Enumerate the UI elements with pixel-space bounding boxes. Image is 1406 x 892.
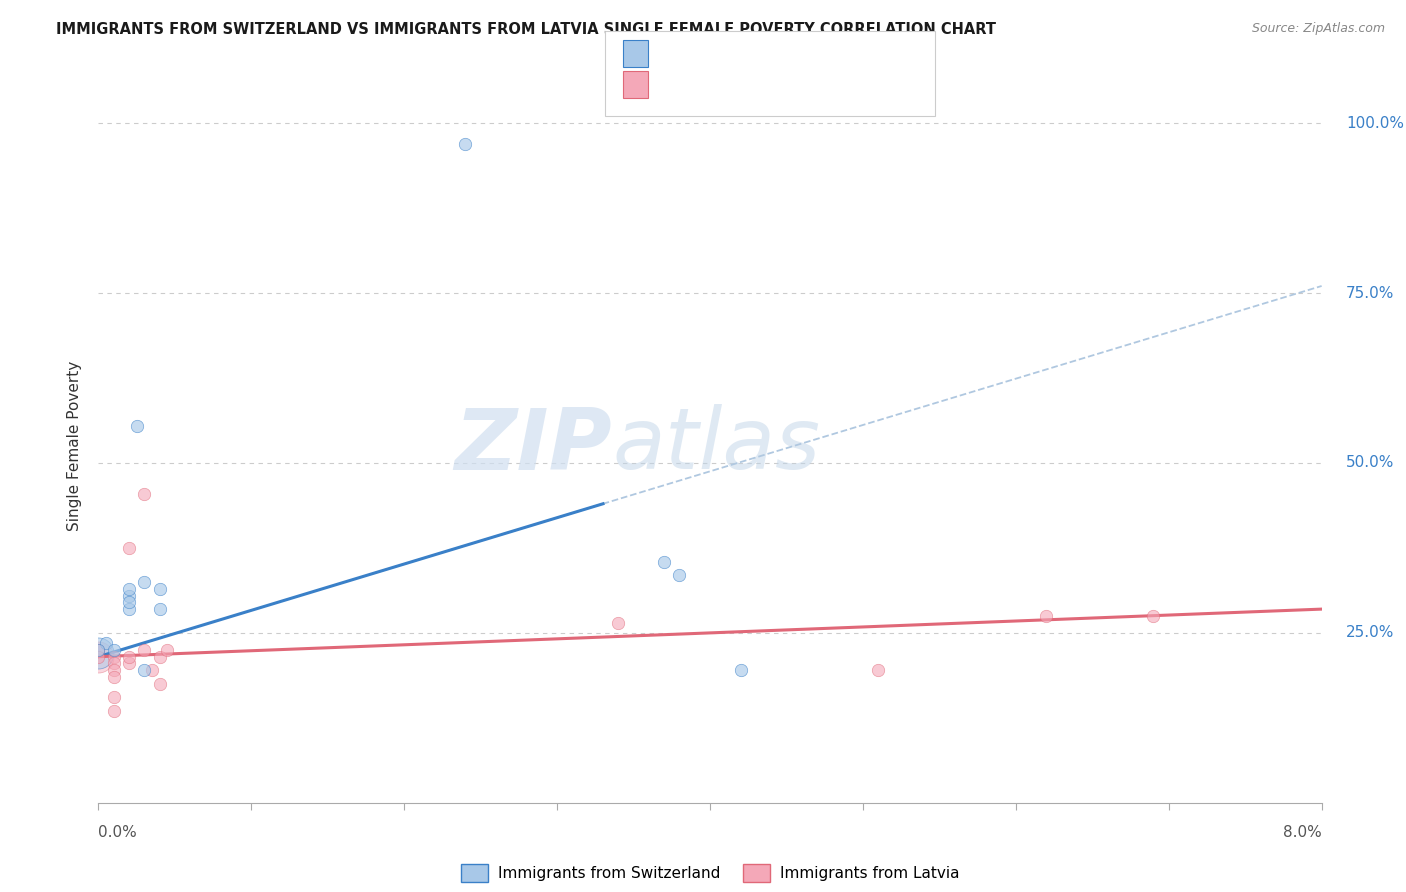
Point bbox=[87, 643, 110, 657]
Point bbox=[118, 649, 141, 664]
Text: 50.0%: 50.0% bbox=[1346, 456, 1395, 470]
Point bbox=[118, 595, 141, 609]
Point bbox=[103, 649, 125, 664]
Text: ZIP: ZIP bbox=[454, 404, 612, 488]
Point bbox=[149, 602, 172, 616]
Point bbox=[103, 670, 125, 684]
Point bbox=[134, 643, 156, 657]
Text: Source: ZipAtlas.com: Source: ZipAtlas.com bbox=[1251, 22, 1385, 36]
Point bbox=[134, 663, 156, 677]
Point bbox=[94, 636, 117, 650]
Point bbox=[103, 663, 125, 677]
Point bbox=[1142, 608, 1164, 623]
Point bbox=[141, 663, 163, 677]
Point bbox=[103, 690, 125, 705]
Point bbox=[87, 649, 110, 664]
Point bbox=[87, 643, 110, 657]
Text: 0.314: 0.314 bbox=[696, 45, 748, 62]
Text: 100.0%: 100.0% bbox=[1346, 116, 1405, 131]
Point bbox=[118, 589, 141, 603]
Y-axis label: Single Female Poverty: Single Female Poverty bbox=[67, 361, 83, 531]
Text: 16: 16 bbox=[792, 45, 814, 62]
Point bbox=[149, 649, 172, 664]
Point bbox=[730, 663, 752, 677]
Text: 0.0%: 0.0% bbox=[98, 825, 138, 840]
Point bbox=[156, 643, 179, 657]
Text: 75.0%: 75.0% bbox=[1346, 285, 1395, 301]
Point bbox=[149, 677, 172, 691]
Point bbox=[87, 649, 110, 664]
Text: atlas: atlas bbox=[612, 404, 820, 488]
Point bbox=[868, 663, 890, 677]
Legend: Immigrants from Switzerland, Immigrants from Latvia: Immigrants from Switzerland, Immigrants … bbox=[456, 858, 965, 888]
Point bbox=[652, 555, 675, 569]
Point bbox=[454, 136, 477, 151]
Point bbox=[1035, 608, 1057, 623]
Point bbox=[87, 646, 110, 660]
Point bbox=[118, 541, 141, 555]
Text: N =: N = bbox=[752, 76, 789, 94]
Point bbox=[668, 568, 690, 582]
Point bbox=[103, 657, 125, 671]
Text: R =: R = bbox=[657, 76, 693, 94]
Text: 0.118: 0.118 bbox=[696, 76, 748, 94]
Point bbox=[607, 615, 630, 630]
Text: R =: R = bbox=[657, 45, 693, 62]
Text: 8.0%: 8.0% bbox=[1282, 825, 1322, 840]
Point bbox=[134, 486, 156, 500]
Point bbox=[149, 582, 172, 596]
Text: IMMIGRANTS FROM SWITZERLAND VS IMMIGRANTS FROM LATVIA SINGLE FEMALE POVERTY CORR: IMMIGRANTS FROM SWITZERLAND VS IMMIGRANT… bbox=[56, 22, 997, 37]
Point bbox=[118, 602, 141, 616]
Point bbox=[125, 418, 148, 433]
Point bbox=[103, 704, 125, 718]
Text: N =: N = bbox=[752, 45, 789, 62]
Point bbox=[118, 582, 141, 596]
Point bbox=[118, 657, 141, 671]
Point bbox=[134, 574, 156, 589]
Text: 21: 21 bbox=[792, 76, 814, 94]
Point bbox=[103, 643, 125, 657]
Text: 25.0%: 25.0% bbox=[1346, 625, 1395, 640]
